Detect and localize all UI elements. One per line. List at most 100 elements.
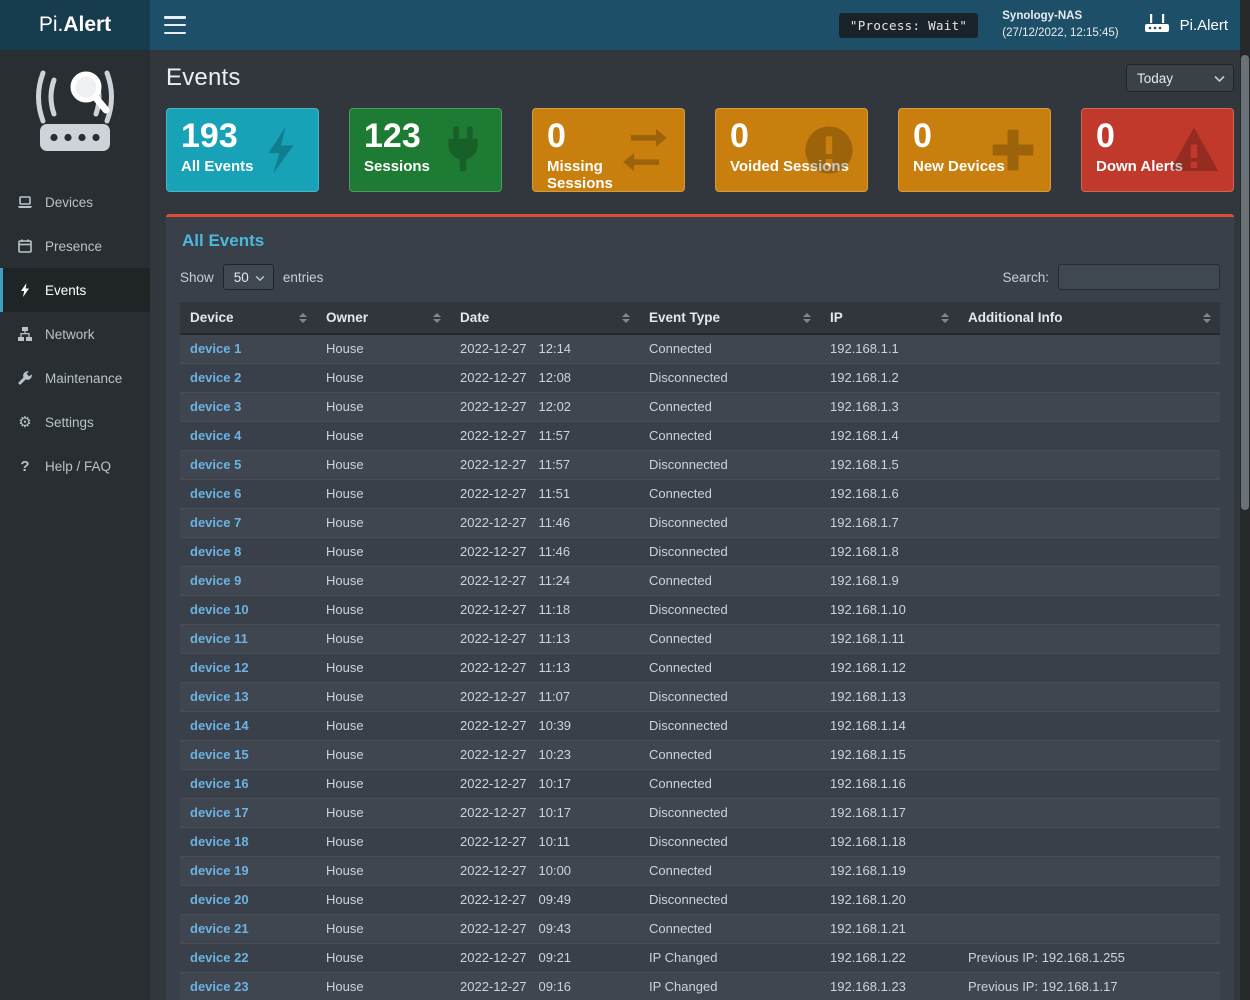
column-header-event-type[interactable]: Event Type — [639, 302, 820, 335]
page-title: Events — [166, 64, 241, 91]
date-cell: 2022-12-27 11:46 — [450, 537, 639, 567]
column-header-ip[interactable]: IP — [820, 302, 958, 335]
device-link[interactable]: device 18 — [190, 834, 249, 849]
device-cell: device 23 — [180, 972, 316, 1000]
sidebar-item-label: Maintenance — [45, 370, 123, 386]
table-body: device 1 House 2022-12-27 12:14 Connected… — [180, 333, 1220, 1000]
event-type-cell: Connected — [639, 566, 820, 596]
ip-cell: 192.168.1.2 — [820, 363, 958, 393]
chevron-down-icon — [1214, 71, 1225, 86]
stat-value: 123 — [364, 117, 421, 155]
event-type-cell: Connected — [639, 392, 820, 422]
additional-info-cell — [958, 537, 1220, 567]
sidebar-item-events[interactable]: Events — [0, 268, 150, 312]
additional-info-cell — [958, 711, 1220, 741]
additional-info-cell — [958, 508, 1220, 538]
ip-cell: 192.168.1.7 — [820, 508, 958, 538]
column-header-owner[interactable]: Owner — [316, 302, 450, 335]
device-link[interactable]: device 11 — [190, 631, 248, 646]
device-link[interactable]: device 19 — [190, 863, 249, 878]
event-type-cell: Connected — [639, 421, 820, 451]
table-row: device 8 House 2022-12-27 11:46 Disconnec… — [180, 537, 1220, 567]
device-link[interactable]: device 16 — [190, 776, 249, 791]
column-header-additional-info[interactable]: Additional Info — [958, 302, 1220, 335]
date-cell: 2022-12-27 09:49 — [450, 885, 639, 915]
device-link[interactable]: device 22 — [190, 950, 249, 965]
search-input[interactable] — [1058, 264, 1220, 290]
device-link[interactable]: device 10 — [190, 602, 249, 617]
stat-label: Sessions — [364, 158, 430, 176]
scrollbar[interactable] — [1240, 0, 1250, 1000]
device-link[interactable]: device 1 — [190, 341, 242, 356]
stat-label: All Events — [181, 158, 254, 176]
device-link[interactable]: device 5 — [190, 457, 242, 472]
sidebar-item-label: Events — [45, 282, 87, 298]
sidebar-item-devices[interactable]: Devices — [0, 180, 150, 224]
column-header-date[interactable]: Date — [450, 302, 639, 335]
plug-icon — [437, 122, 489, 178]
ip-cell: 192.168.1.20 — [820, 885, 958, 915]
additional-info-cell — [958, 450, 1220, 480]
additional-info-cell — [958, 769, 1220, 799]
brand-logo[interactable]: Pi. Alert — [0, 0, 150, 50]
table-row: device 17 House 2022-12-27 10:17 Disconne… — [180, 798, 1220, 828]
device-link[interactable]: device 17 — [190, 805, 249, 820]
device-link[interactable]: device 4 — [190, 428, 242, 443]
panel-title: All Events — [182, 231, 265, 250]
event-type-cell: Connected — [639, 653, 820, 683]
device-link[interactable]: device 6 — [190, 486, 242, 501]
device-link[interactable]: device 12 — [190, 660, 249, 675]
date-cell: 2022-12-27 11:18 — [450, 595, 639, 625]
device-link[interactable]: device 2 — [190, 370, 242, 385]
sort-icon — [622, 312, 630, 323]
host-name: Synology-NAS — [1002, 10, 1083, 23]
scrollbar-thumb[interactable] — [1241, 55, 1249, 510]
sidebar-item-label: Devices — [45, 194, 94, 210]
entries-select[interactable]: 50 — [222, 264, 274, 290]
bolt-icon — [256, 122, 306, 178]
date-cell: 2022-12-27 11:46 — [450, 508, 639, 538]
device-link[interactable]: device 13 — [190, 689, 249, 704]
stat-value: 0 — [547, 117, 566, 155]
device-link[interactable]: device 20 — [190, 892, 249, 907]
device-link[interactable]: device 9 — [190, 573, 242, 588]
date-cell: 2022-12-27 11:51 — [450, 479, 639, 509]
sidebar-item-network[interactable]: Network — [0, 312, 150, 356]
sidebar-item-presence[interactable]: Presence — [0, 224, 150, 268]
owner-cell: House — [316, 653, 450, 683]
table-row: device 2 House 2022-12-27 12:08 Disconnec… — [180, 363, 1220, 393]
sort-icon — [1203, 312, 1211, 323]
device-link[interactable]: device 23 — [190, 979, 249, 994]
date-cell: 2022-12-27 12:02 — [450, 392, 639, 422]
device-cell: device 10 — [180, 595, 316, 625]
owner-cell: House — [316, 972, 450, 1000]
device-cell: device 1 — [180, 333, 316, 364]
event-type-cell: Connected — [639, 479, 820, 509]
sidebar-item-help[interactable]: ? Help / FAQ — [0, 444, 150, 488]
table-row: device 21 House 2022-12-27 09:43 Connecte… — [180, 914, 1220, 944]
device-link[interactable]: device 3 — [190, 399, 242, 414]
device-link[interactable]: device 14 — [190, 718, 249, 733]
date-cell: 2022-12-27 10:00 — [450, 856, 639, 886]
host-timestamp: (27/12/2022, 12:15:45) — [1002, 27, 1119, 39]
additional-info-cell — [958, 827, 1220, 857]
sidebar-item-maintenance[interactable]: Maintenance — [0, 356, 150, 400]
period-select[interactable]: Today — [1126, 64, 1234, 92]
device-link[interactable]: device 21 — [190, 921, 249, 936]
ip-cell: 192.168.1.23 — [820, 972, 958, 1000]
sidebar-item-settings[interactable]: ⚙ Settings — [0, 400, 150, 444]
table-controls: Show 50 entries Search: — [180, 264, 1220, 290]
device-link[interactable]: device 15 — [190, 747, 249, 762]
device-link[interactable]: device 8 — [190, 544, 242, 559]
ip-cell: 192.168.1.21 — [820, 914, 958, 944]
ip-cell: 192.168.1.18 — [820, 827, 958, 857]
hamburger-menu-icon[interactable] — [164, 16, 186, 34]
date-cell: 2022-12-27 12:14 — [450, 333, 639, 364]
table-row: device 14 House 2022-12-27 10:39 Disconne… — [180, 711, 1220, 741]
show-label: Show — [180, 269, 214, 285]
owner-cell: House — [316, 827, 450, 857]
column-header-device[interactable]: Device — [180, 302, 316, 335]
device-link[interactable]: device 7 — [190, 515, 242, 530]
date-cell: 2022-12-27 09:16 — [450, 972, 639, 1000]
pialert-logo — [0, 50, 150, 180]
